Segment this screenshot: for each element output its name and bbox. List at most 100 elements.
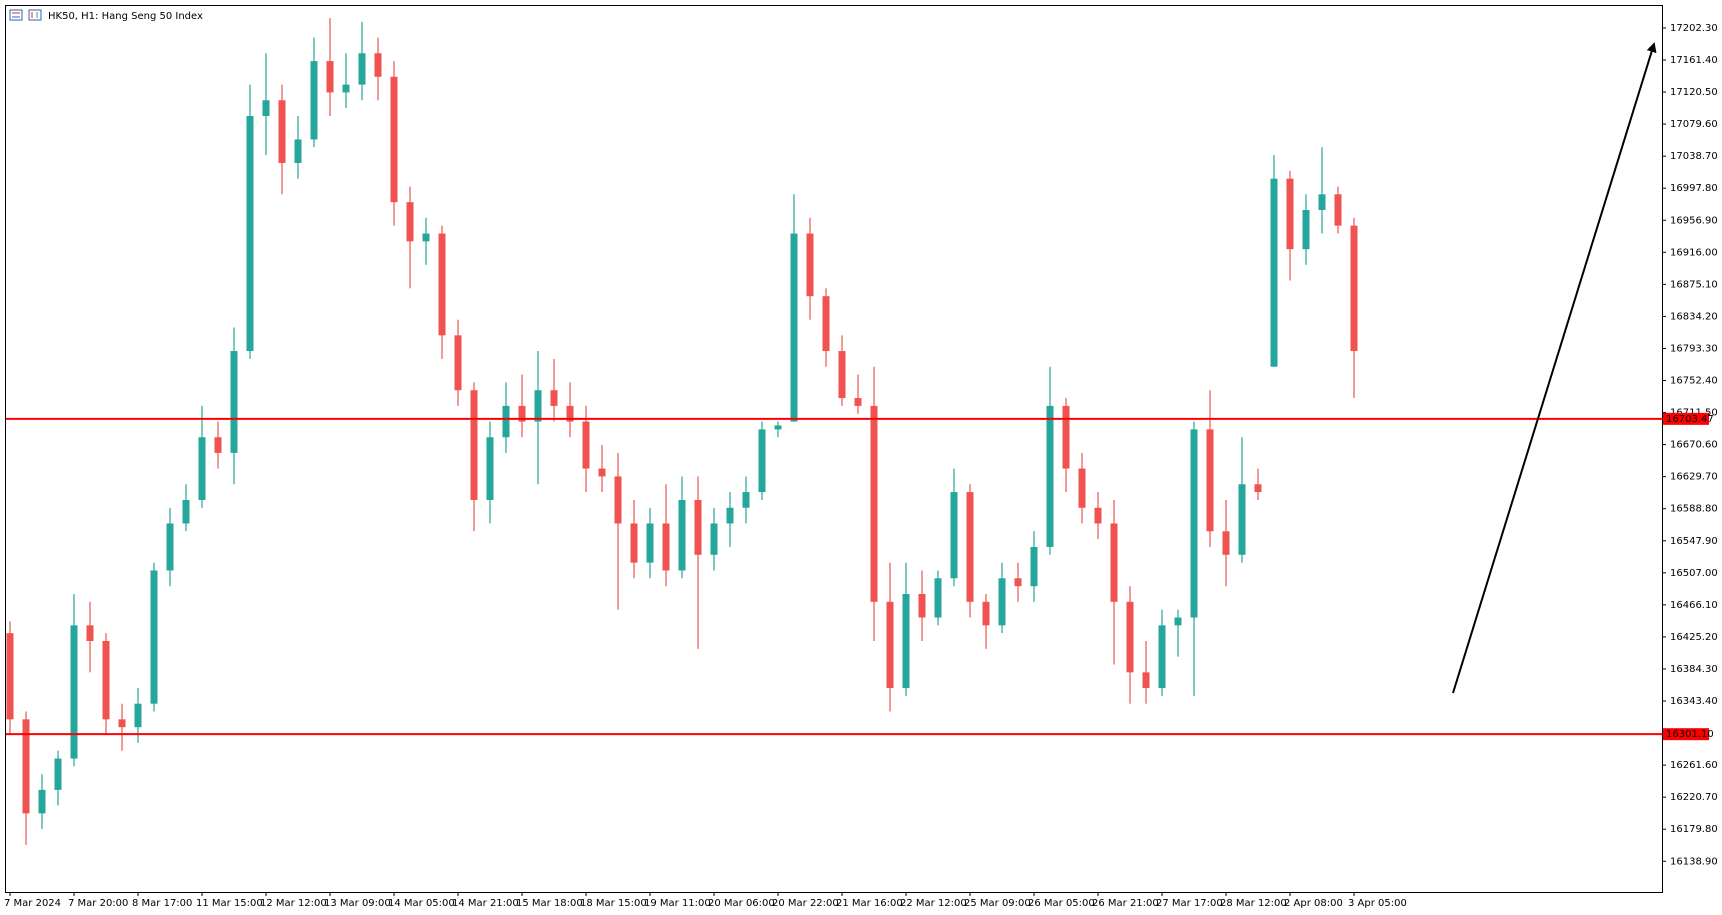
y-tick-label: 16220.70 xyxy=(1670,792,1718,803)
candle-body xyxy=(582,421,590,469)
candle-body xyxy=(694,499,702,555)
y-tick-label: 17038.70 xyxy=(1670,151,1718,162)
candle-body xyxy=(390,76,398,203)
candle-body xyxy=(1286,178,1294,250)
candle-body xyxy=(406,202,414,242)
candle-body xyxy=(294,139,302,163)
candle-body xyxy=(166,523,174,571)
candle-body xyxy=(1334,194,1342,226)
y-tick-label: 16956.90 xyxy=(1670,215,1718,226)
chart-title: HK50, H1: Hang Seng 50 Index xyxy=(48,11,203,22)
icon xyxy=(9,9,23,21)
candle-body xyxy=(1350,225,1358,352)
y-tick-label: 17202.30 xyxy=(1670,23,1718,34)
candle-body xyxy=(54,758,62,790)
candle-body xyxy=(934,578,942,618)
x-tick-label: 20 Mar 22:00 xyxy=(772,898,839,909)
candle-body xyxy=(422,233,430,242)
candle-body xyxy=(454,335,462,391)
candle-body xyxy=(1078,468,1086,508)
y-tick-label: 16261.60 xyxy=(1670,760,1718,771)
y-tick-label: 16834.20 xyxy=(1670,311,1718,322)
candle-body xyxy=(534,390,542,422)
candle-body xyxy=(1254,484,1262,493)
x-tick-label: 14 Mar 21:00 xyxy=(452,898,519,909)
candle-body xyxy=(710,523,718,555)
x-tick-label: 19 Mar 11:00 xyxy=(644,898,711,909)
candle-body xyxy=(902,593,910,689)
x-tick-label: 8 Mar 17:00 xyxy=(132,898,192,909)
candle-body xyxy=(502,405,510,438)
x-tick-label: 26 Mar 21:00 xyxy=(1092,898,1159,909)
candle-body xyxy=(598,468,606,477)
y-tick-label: 16588.80 xyxy=(1670,504,1718,515)
candle-body xyxy=(1030,546,1038,587)
x-tick-label: 2 Apr 08:00 xyxy=(1284,898,1343,909)
candle-body xyxy=(1206,429,1214,532)
y-tick-label: 16507.00 xyxy=(1670,568,1718,579)
y-tick-label: 17079.60 xyxy=(1670,119,1718,130)
y-tick-label: 16466.10 xyxy=(1670,600,1718,611)
symbol-icons xyxy=(9,9,42,21)
candle-body xyxy=(6,633,14,720)
y-tick-label: 16875.10 xyxy=(1670,279,1718,290)
x-tick-label: 3 Apr 05:00 xyxy=(1348,898,1407,909)
candle-body xyxy=(950,492,958,579)
candle-body xyxy=(374,53,382,77)
candle-body xyxy=(38,789,46,814)
candle-body xyxy=(134,703,142,728)
candle-body xyxy=(822,296,830,352)
x-tick-label: 26 Mar 05:00 xyxy=(1028,898,1095,909)
x-tick-label: 22 Mar 12:00 xyxy=(900,898,967,909)
candle-body xyxy=(326,61,334,93)
y-tick-label: 16752.40 xyxy=(1670,376,1718,387)
y-tick-label: 16179.80 xyxy=(1670,824,1718,835)
candle-body xyxy=(918,593,926,618)
y-tick-label: 17120.50 xyxy=(1670,87,1718,98)
x-tick-label: 25 Mar 09:00 xyxy=(964,898,1031,909)
candle-body xyxy=(1174,617,1182,626)
level-label: 16703.47 xyxy=(1666,414,1714,425)
candle-body xyxy=(22,719,30,814)
candle-body xyxy=(438,233,446,336)
candle-body xyxy=(550,390,558,406)
candle-body xyxy=(1046,405,1054,547)
candle-body xyxy=(1126,601,1134,673)
y-tick-label: 17161.40 xyxy=(1670,55,1718,66)
candle-body xyxy=(470,390,478,500)
x-tick-label: 12 Mar 12:00 xyxy=(260,898,327,909)
candle-body xyxy=(150,570,158,704)
y-tick-label: 16547.90 xyxy=(1670,536,1718,547)
candle-body xyxy=(966,492,974,602)
candle-body xyxy=(198,437,206,500)
candle-body xyxy=(1158,625,1166,689)
candle-body xyxy=(1270,178,1278,367)
x-tick-label: 21 Mar 16:00 xyxy=(836,898,903,909)
candle-body xyxy=(1094,507,1102,524)
candle-body xyxy=(790,233,798,422)
y-tick-label: 16343.40 xyxy=(1670,696,1718,707)
candle-body xyxy=(1238,484,1246,555)
x-tick-label: 14 Mar 05:00 xyxy=(388,898,455,909)
candle-body xyxy=(1014,578,1022,587)
candle-body xyxy=(774,425,782,430)
candle-body xyxy=(982,601,990,626)
candle-body xyxy=(870,405,878,602)
x-tick-label: 20 Mar 06:00 xyxy=(708,898,775,909)
candle-body xyxy=(1318,194,1326,210)
y-tick-label: 16793.30 xyxy=(1670,343,1718,354)
x-tick-label: 27 Mar 17:00 xyxy=(1156,898,1223,909)
candle-body xyxy=(1222,531,1230,555)
candle-body xyxy=(854,398,862,406)
y-tick-label: 16138.90 xyxy=(1670,856,1718,867)
candle-body xyxy=(630,523,638,563)
candle-body xyxy=(358,53,366,85)
candle-body xyxy=(806,233,814,297)
candle-body xyxy=(1190,429,1198,618)
y-tick-label: 16425.20 xyxy=(1670,632,1718,643)
candle-body xyxy=(678,499,686,571)
candle-body xyxy=(646,523,654,563)
trend-arrow xyxy=(1452,42,1657,694)
candle-body xyxy=(838,351,846,399)
